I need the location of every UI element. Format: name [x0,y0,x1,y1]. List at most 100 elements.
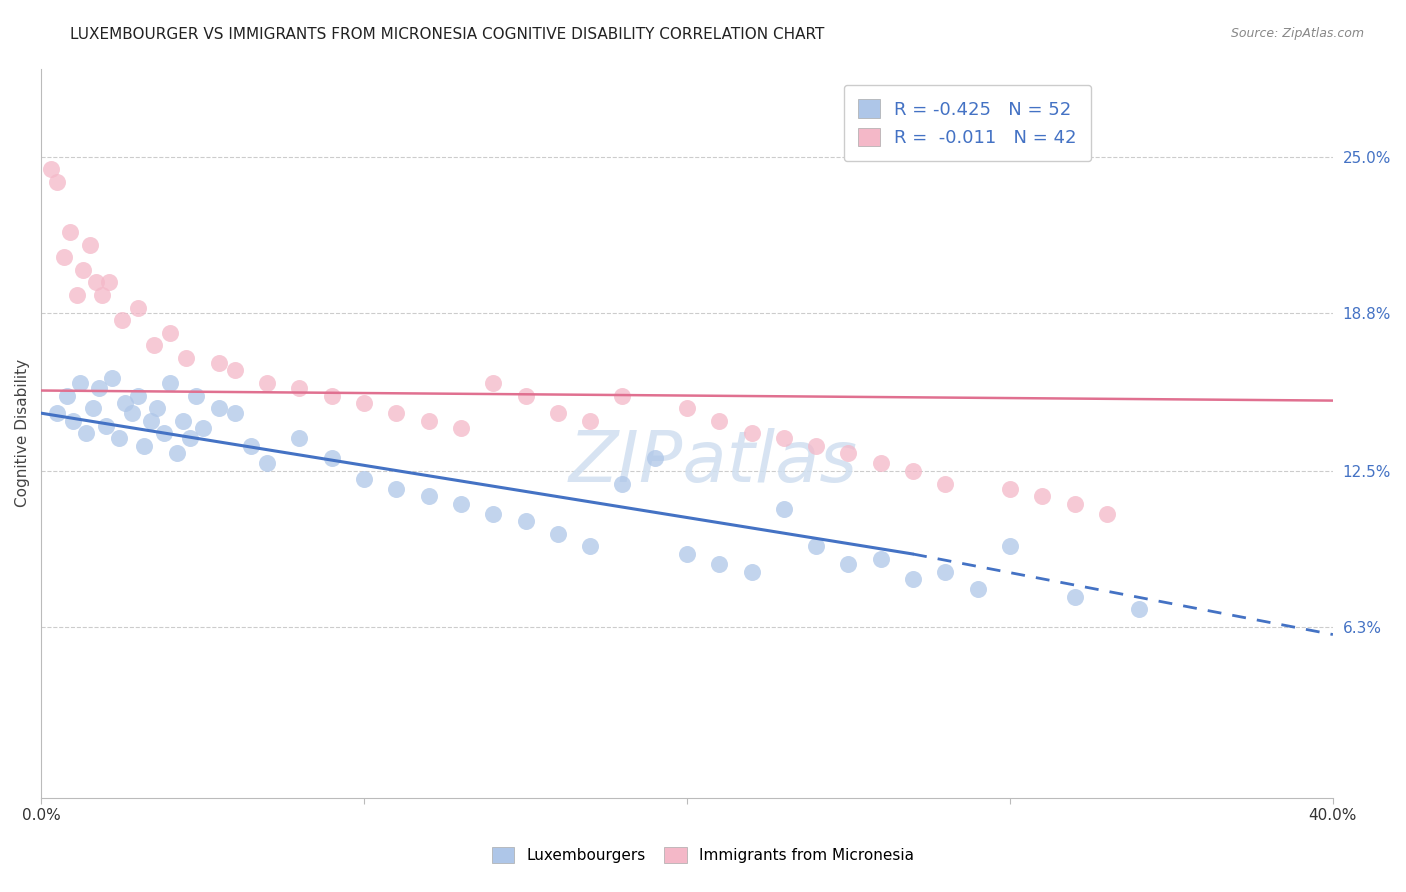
Point [134,439,156,453]
Point [127,301,149,315]
Point [89,381,111,395]
Y-axis label: Cognitive Disability: Cognitive Disability [15,359,30,508]
Point [482,507,505,521]
Point [806,540,828,554]
Point [579,540,602,554]
Point [101,371,124,385]
Point [240,439,263,453]
Text: LUXEMBOURGER VS IMMIGRANTS FROM MICRONESIA COGNITIVE DISABILITY CORRELATION CHAR: LUXEMBOURGER VS IMMIGRANTS FROM MICRONES… [70,27,825,42]
Point [837,557,859,571]
Legend: Luxembourgers, Immigrants from Micronesia: Luxembourgers, Immigrants from Micronesi… [484,839,922,871]
Point [418,489,440,503]
Point [127,388,149,402]
Point [46,406,69,420]
Point [579,414,602,428]
Point [644,451,666,466]
Point [153,426,176,441]
Point [166,446,188,460]
Point [353,396,375,410]
Point [709,414,731,428]
Point [1063,590,1085,604]
Point [176,351,198,365]
Point [256,457,278,471]
Point [143,338,166,352]
Point [75,426,97,441]
Point [52,250,75,264]
Point [741,565,763,579]
Point [482,376,505,390]
Point [46,175,69,189]
Point [94,418,117,433]
Point [256,376,278,390]
Point [418,414,440,428]
Point [39,162,62,177]
Point [773,501,796,516]
Point [66,288,89,302]
Point [450,497,472,511]
Point [159,326,181,340]
Point [84,276,107,290]
Point [179,431,201,445]
Point [901,464,924,478]
Point [82,401,104,416]
Point [56,388,79,402]
Point [121,406,143,420]
Point [97,276,120,290]
Point [191,421,214,435]
Point [159,376,181,390]
Point [224,406,246,420]
Point [1063,497,1085,511]
Point [869,552,891,566]
Point [966,582,988,597]
Point [998,540,1021,554]
Text: Source: ZipAtlas.com: Source: ZipAtlas.com [1230,27,1364,40]
Point [612,388,634,402]
Text: ZIPatlas: ZIPatlas [568,428,858,497]
Point [773,431,796,445]
Point [934,565,956,579]
Point [741,426,763,441]
Point [59,225,82,239]
Point [612,476,634,491]
Legend: R = -0.425   N = 52, R =  -0.011   N = 42: R = -0.425 N = 52, R = -0.011 N = 42 [844,85,1091,161]
Point [515,388,537,402]
Point [934,476,956,491]
Point [676,547,699,561]
Point [450,421,472,435]
Point [998,482,1021,496]
Point [114,396,136,410]
Point [1128,602,1150,616]
Point [288,431,311,445]
Point [146,401,169,416]
Point [1095,507,1118,521]
Point [321,388,343,402]
Point [709,557,731,571]
Point [79,237,101,252]
Point [1031,489,1053,503]
Point [224,363,246,377]
Point [288,381,311,395]
Point [111,313,134,327]
Point [385,482,408,496]
Point [837,446,859,460]
Point [515,514,537,528]
Point [353,472,375,486]
Point [172,414,194,428]
Point [91,288,114,302]
Point [208,401,231,416]
Point [547,406,569,420]
Point [208,356,231,370]
Point [139,414,162,428]
Point [62,414,84,428]
Point [184,388,207,402]
Point [547,527,569,541]
Point [385,406,408,420]
Point [72,262,94,277]
Point [676,401,699,416]
Point [107,431,129,445]
Point [321,451,343,466]
Point [69,376,91,390]
Point [806,439,828,453]
Point [869,457,891,471]
Point [901,572,924,586]
